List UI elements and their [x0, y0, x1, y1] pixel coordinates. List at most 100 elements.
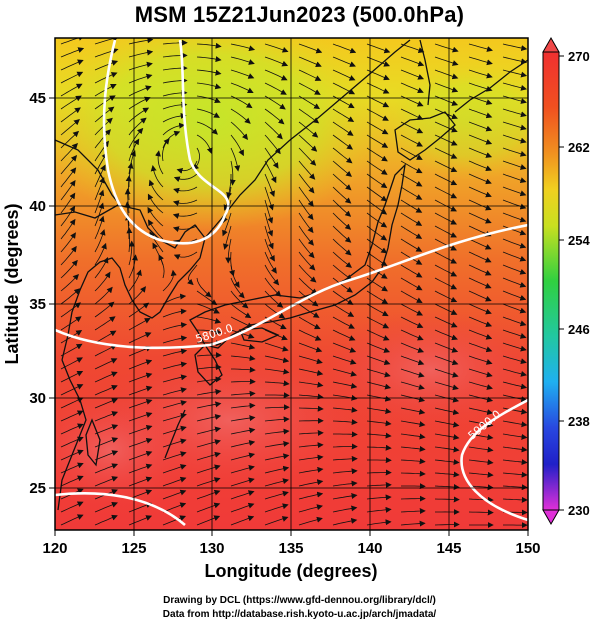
wind-streamline: [434, 355, 459, 366]
wind-streamline: [162, 502, 187, 513]
wind-streamline: [400, 458, 426, 465]
wind-streamline: [502, 95, 527, 104]
wind-streamline: [196, 364, 222, 371]
wind-streamline: [264, 69, 288, 81]
wind-streamline: [332, 406, 358, 413]
wind-streamline: [196, 451, 221, 461]
wind-streamline: [366, 481, 392, 488]
wind-streamline: [298, 516, 323, 526]
wind-streamline: [434, 290, 458, 303]
wind-streamline: [230, 502, 255, 513]
wind-streamline: [60, 397, 84, 409]
wind-streamline: [434, 225, 458, 238]
wind-streamline: [332, 82, 356, 95]
wind-streamline: [60, 83, 83, 97]
coastline-taiwan: [85, 418, 101, 467]
wind-streamline: [332, 355, 357, 365]
wind-streamline: [162, 387, 187, 396]
wind-streamline: [94, 202, 105, 227]
wind-streamline: [162, 451, 187, 461]
wind-streamline: [468, 381, 493, 390]
wind-streamline: [502, 238, 527, 249]
wind-streamline: [332, 277, 353, 293]
wind-streamline: [173, 251, 198, 260]
wind-streamline: [400, 381, 425, 390]
wind-streamline: [94, 476, 119, 487]
wind-streamline: [94, 371, 118, 383]
wind-streamline: [230, 108, 251, 124]
wind-streamline: [230, 121, 249, 140]
wind-streamline: [502, 225, 527, 236]
wind-streamline: [298, 303, 320, 318]
wind-streamline: [332, 108, 355, 123]
wind-streamline: [230, 464, 255, 474]
wind-streamline: [434, 484, 460, 491]
wind-streamline: [196, 56, 222, 63]
wind-streamline: [264, 303, 286, 319]
wind-streamline: [400, 186, 423, 200]
wind-streamline: [222, 212, 232, 237]
wind-streamline: [230, 342, 256, 350]
wind-streamline: [298, 56, 322, 68]
wind-streamline: [230, 82, 254, 94]
wind-streamline: [400, 303, 423, 316]
wind-streamline: [196, 121, 218, 135]
wind-streamline: [468, 69, 493, 79]
wind-streamline: [196, 69, 222, 76]
wind-streamline: [400, 407, 426, 415]
y-axis-label: Latitude (degrees): [2, 203, 22, 364]
wind-streamline: [332, 212, 352, 230]
wind-streamline: [400, 277, 423, 291]
wind-streamline: [230, 427, 256, 435]
wind-streamline: [298, 238, 315, 259]
wind-streamline: [162, 122, 186, 136]
wind-streamline: [468, 134, 493, 145]
wind-streamline: [94, 164, 106, 188]
wind-streamline: [225, 238, 232, 264]
wind-streamline: [332, 381, 358, 389]
wind-streamline: [265, 392, 290, 399]
wind-streamline: [434, 264, 458, 277]
wind-streamline: [196, 464, 221, 474]
coastline-shikoku: [239, 327, 280, 343]
wind-streamline: [147, 206, 164, 227]
wind-streamline: [502, 160, 527, 170]
wind-streamline: [60, 384, 84, 396]
wind-streamline: [128, 127, 144, 149]
wind-streamline: [230, 402, 256, 409]
wind-streamline: [60, 142, 78, 162]
wind-streamline: [158, 254, 165, 279]
wind-streamline: [162, 361, 188, 370]
wind-streamline: [468, 496, 494, 503]
wind-streamline: [230, 264, 240, 288]
wind-streamline: [230, 56, 255, 65]
wind-streamline: [400, 433, 426, 440]
cold-region-northeast: [380, 60, 528, 180]
wind-streamline: [400, 160, 423, 174]
wind-streamline: [230, 303, 252, 319]
wind-streamline: [128, 96, 151, 110]
wind-streamline: [187, 264, 198, 286]
wind-streamline: [94, 384, 118, 396]
wind-streamline: [468, 238, 492, 250]
wind-streamline: [196, 328, 222, 335]
wind-streamline: [196, 316, 222, 324]
wind-streamline: [468, 95, 493, 105]
wind-streamline: [148, 179, 164, 201]
coastline-kurils: [454, 59, 528, 113]
wind-streamline: [502, 407, 528, 415]
wind-streamline: [298, 355, 323, 365]
axis-ticks: [49, 97, 529, 536]
wind-streamline: [60, 436, 84, 448]
wind-streamline: [264, 134, 281, 155]
wind-streamline: [298, 277, 318, 295]
wind-streamline: [60, 155, 78, 175]
wind-streamline: [60, 47, 85, 58]
wind-streamline: [162, 322, 188, 331]
wind-streamline: [173, 186, 198, 194]
wind-streamline: [94, 60, 119, 71]
wind-streamline: [60, 71, 84, 84]
wind-streamline: [434, 199, 457, 212]
colorbar-tick-label: 262: [568, 140, 590, 155]
wind-streamline: [94, 358, 118, 370]
